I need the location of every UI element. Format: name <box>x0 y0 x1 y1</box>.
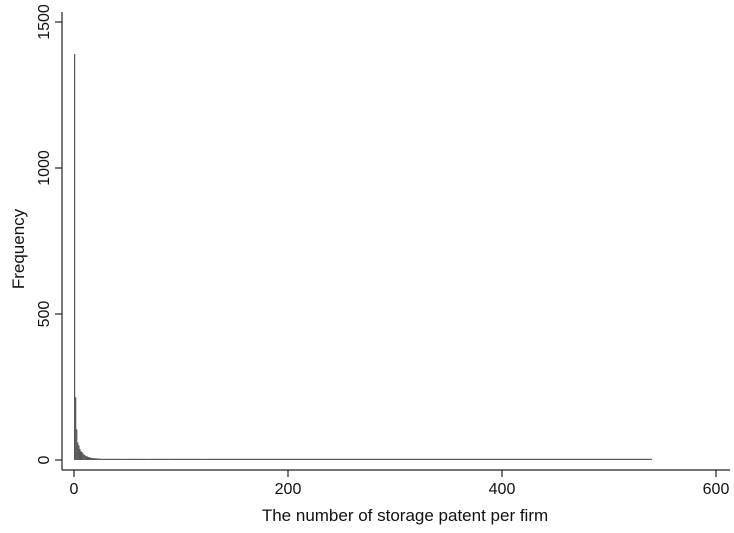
histogram-bar <box>169 458 180 460</box>
histogram-bar <box>98 458 101 460</box>
x-tick-label: 600 <box>703 481 730 498</box>
histogram-bar <box>126 458 138 460</box>
histogram-bar <box>81 452 83 460</box>
histogram-bars <box>74 54 652 461</box>
y-axis-title: Frequency <box>9 208 28 289</box>
histogram-bar <box>83 454 85 460</box>
histogram-bar <box>79 448 81 460</box>
x-axis-ticks: 0 200 400 600 <box>70 470 730 498</box>
histogram-bar <box>96 458 99 460</box>
y-tick-label: 500 <box>36 301 53 328</box>
histogram-bar <box>74 54 76 461</box>
histogram-bar <box>85 456 87 460</box>
y-tick-label: 1000 <box>36 150 53 186</box>
histogram-bar <box>147 458 159 460</box>
histogram-bar <box>77 442 79 460</box>
histogram-bar <box>82 453 84 460</box>
histogram-bar <box>340 458 394 460</box>
histogram-bar <box>158 458 170 460</box>
histogram-bar <box>121 458 127 460</box>
histogram-bar <box>110 458 116 460</box>
y-tick-label: 1500 <box>36 4 53 40</box>
histogram-bar <box>607 458 651 460</box>
histogram-bar <box>447 458 501 460</box>
histogram-bar <box>84 455 86 460</box>
histogram-bar <box>115 458 122 460</box>
histogram-bar <box>92 457 94 460</box>
y-tick-label: 0 <box>36 455 53 464</box>
histogram-bar <box>179 458 202 460</box>
histogram-bar <box>76 429 78 460</box>
histogram-bar <box>86 456 89 460</box>
histogram-bar <box>80 451 82 460</box>
histogram-bar <box>500 458 555 460</box>
histogram-bar <box>87 457 90 460</box>
histogram-bar <box>554 458 608 460</box>
histogram-bar <box>233 458 287 460</box>
histogram-bar <box>102 458 106 460</box>
x-axis-title: The number of storage patent per firm <box>262 506 548 525</box>
histogram-bar <box>286 458 341 460</box>
histogram-bar <box>393 458 448 460</box>
histogram-bar <box>201 458 234 460</box>
y-axis-ticks: 0 500 1000 1500 <box>36 4 62 464</box>
histogram-bar <box>137 458 148 460</box>
histogram-bar <box>90 457 92 460</box>
x-tick-label: 0 <box>70 481 79 498</box>
histogram-bar <box>94 458 97 460</box>
histogram-bar <box>88 457 91 460</box>
histogram-bar <box>91 457 93 460</box>
histogram-bar <box>93 458 95 460</box>
x-tick-label: 400 <box>489 481 516 498</box>
histogram-bar <box>105 458 111 460</box>
histogram-bar <box>78 445 80 460</box>
histogram-bar <box>75 397 77 460</box>
histogram-bar <box>100 458 103 460</box>
histogram-bar <box>650 458 652 460</box>
x-tick-label: 200 <box>275 481 302 498</box>
